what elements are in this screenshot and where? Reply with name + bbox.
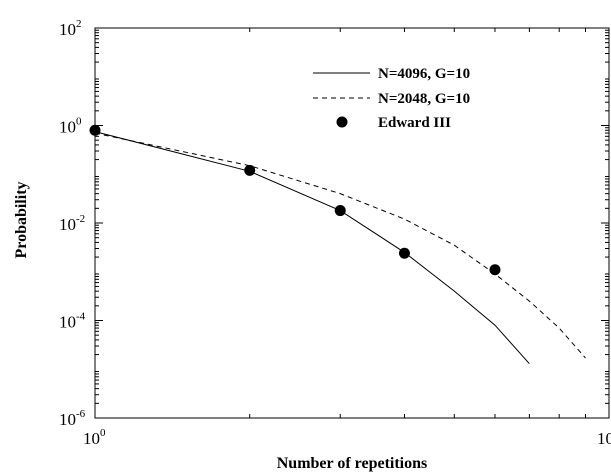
y-tick-label: 100 — [59, 116, 82, 137]
data-point-marker — [489, 264, 501, 276]
data-point-marker — [398, 247, 410, 259]
series-line-1 — [94, 132, 586, 359]
legend-label: Edward III — [378, 115, 451, 131]
series-line-0 — [94, 131, 530, 365]
x-axis-title: Number of repetitions — [277, 455, 428, 472]
legend-label: N=4096, G=10 — [378, 66, 470, 82]
data-point-marker — [334, 205, 346, 217]
data-point-marker — [89, 124, 101, 136]
data-point-marker — [244, 164, 256, 176]
y-axis-title: Probability — [13, 181, 30, 258]
legend-label: N=2048, G=10 — [378, 91, 470, 107]
y-tick-label: 10-4 — [59, 311, 86, 332]
legend-marker — [336, 116, 348, 128]
plot-frame — [94, 27, 610, 419]
y-tick-label: 10-2 — [59, 213, 85, 234]
y-tick-label: 10-6 — [59, 408, 86, 429]
x-tick-label: 100 — [83, 427, 106, 448]
legend: N=4096, G=10 N=2048, G=10 Edward III — [313, 66, 470, 131]
x-tick-label: 10 — [597, 429, 611, 448]
data-series — [89, 124, 586, 365]
y-tick-label: 102 — [59, 18, 82, 39]
